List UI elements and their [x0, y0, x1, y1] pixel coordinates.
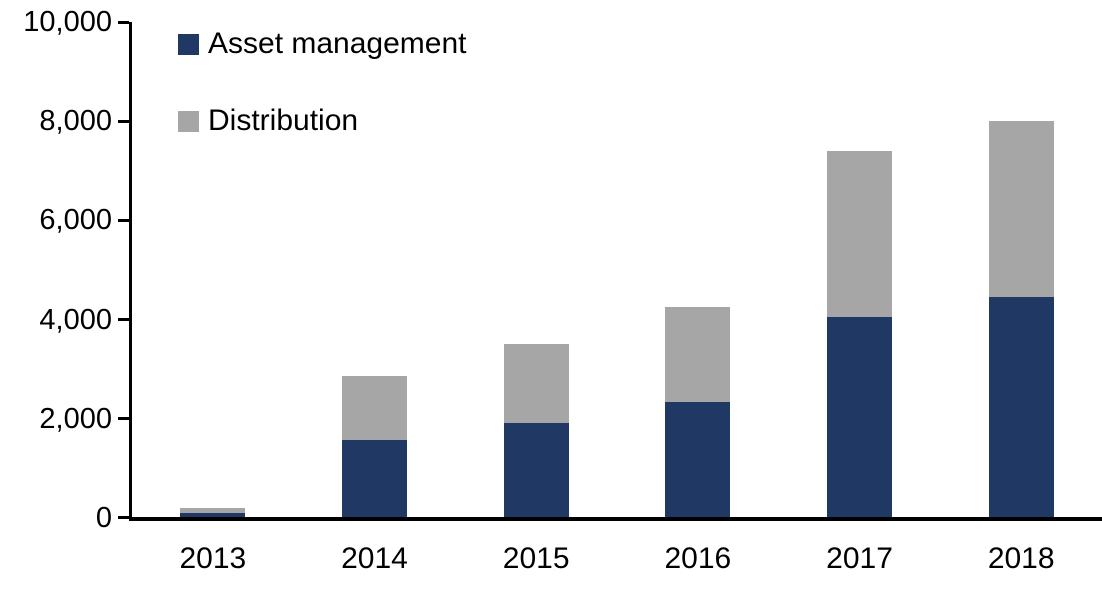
bar-segment-2016-distribution — [665, 306, 731, 403]
legend-label-distribution: Distribution — [208, 104, 359, 137]
bar-group-2017 — [779, 22, 941, 517]
bar-segment-2016-asset-management — [665, 402, 731, 517]
bar-segment-2017-asset-management — [827, 316, 893, 517]
y-axis-tick-label: 8,000 — [39, 105, 112, 138]
x-axis-tick-label-2013: 2013 — [179, 542, 247, 575]
legend-item-asset-management: Asset management — [178, 29, 466, 59]
plot-area — [118, 21, 1102, 521]
x-axis-labels: 2013 2014 2015 2016 2017 2018 — [132, 541, 1102, 577]
y-tick-mark — [118, 120, 129, 123]
legend-swatch-asset-management — [178, 33, 199, 55]
bar-group-2015 — [455, 22, 617, 517]
bar-stack-2015 — [503, 22, 569, 517]
legend-label-asset-management: Asset management — [208, 27, 467, 60]
y-tick-mark — [118, 516, 129, 519]
legend: Asset management Distribution — [178, 29, 466, 136]
y-tick-mark — [118, 318, 129, 321]
bar-group-2013 — [132, 22, 294, 517]
y-axis-tick-label: 0 — [95, 502, 112, 534]
bar-stack-2014 — [342, 22, 407, 517]
x-axis-tick-label-2016: 2016 — [664, 542, 732, 575]
legend-swatch-distribution — [178, 110, 199, 132]
bar-group-2014 — [294, 22, 456, 517]
legend-item-distribution: Distribution — [178, 106, 466, 136]
bar-segment-2014-asset-management — [342, 440, 407, 517]
y-tick-mark — [118, 21, 129, 24]
bar-segment-2013-asset-management — [180, 512, 246, 517]
x-axis-tick-label-2015: 2015 — [502, 542, 570, 575]
bars-container — [132, 22, 1102, 517]
y-axis-tick-label: 6,000 — [39, 204, 112, 237]
bar-group-2016 — [617, 22, 779, 517]
bar-stack-2017 — [827, 22, 893, 517]
bar-stack-2018 — [988, 22, 1054, 517]
y-tick-mark — [118, 417, 129, 420]
bar-group-2018 — [940, 22, 1102, 517]
x-axis-tick-label-2017: 2017 — [826, 542, 893, 575]
bar-segment-2018-asset-management — [988, 296, 1054, 517]
bar-segment-2013-distribution — [180, 507, 246, 513]
y-tick-mark — [118, 219, 129, 222]
bar-segment-2014-distribution — [342, 375, 407, 441]
y-axis-tick-label: 10,000 — [23, 6, 112, 38]
bar-segment-2017-distribution — [827, 150, 893, 317]
bar-segment-2015-asset-management — [503, 422, 569, 517]
y-axis-tick-label: 2,000 — [39, 402, 112, 435]
bar-segment-2018-distribution — [988, 121, 1054, 297]
x-axis-tick-label-2018: 2018 — [987, 542, 1055, 575]
bar-stack-2016 — [665, 22, 731, 517]
bar-segment-2015-distribution — [503, 343, 569, 423]
x-axis-tick-label-2014: 2014 — [341, 542, 408, 575]
bar-stack-2013 — [180, 22, 246, 517]
y-axis-tick-label: 4,000 — [39, 303, 112, 336]
y-axis-labels: 10,000 8,000 6,000 4,000 2,000 0 — [0, 7, 112, 533]
